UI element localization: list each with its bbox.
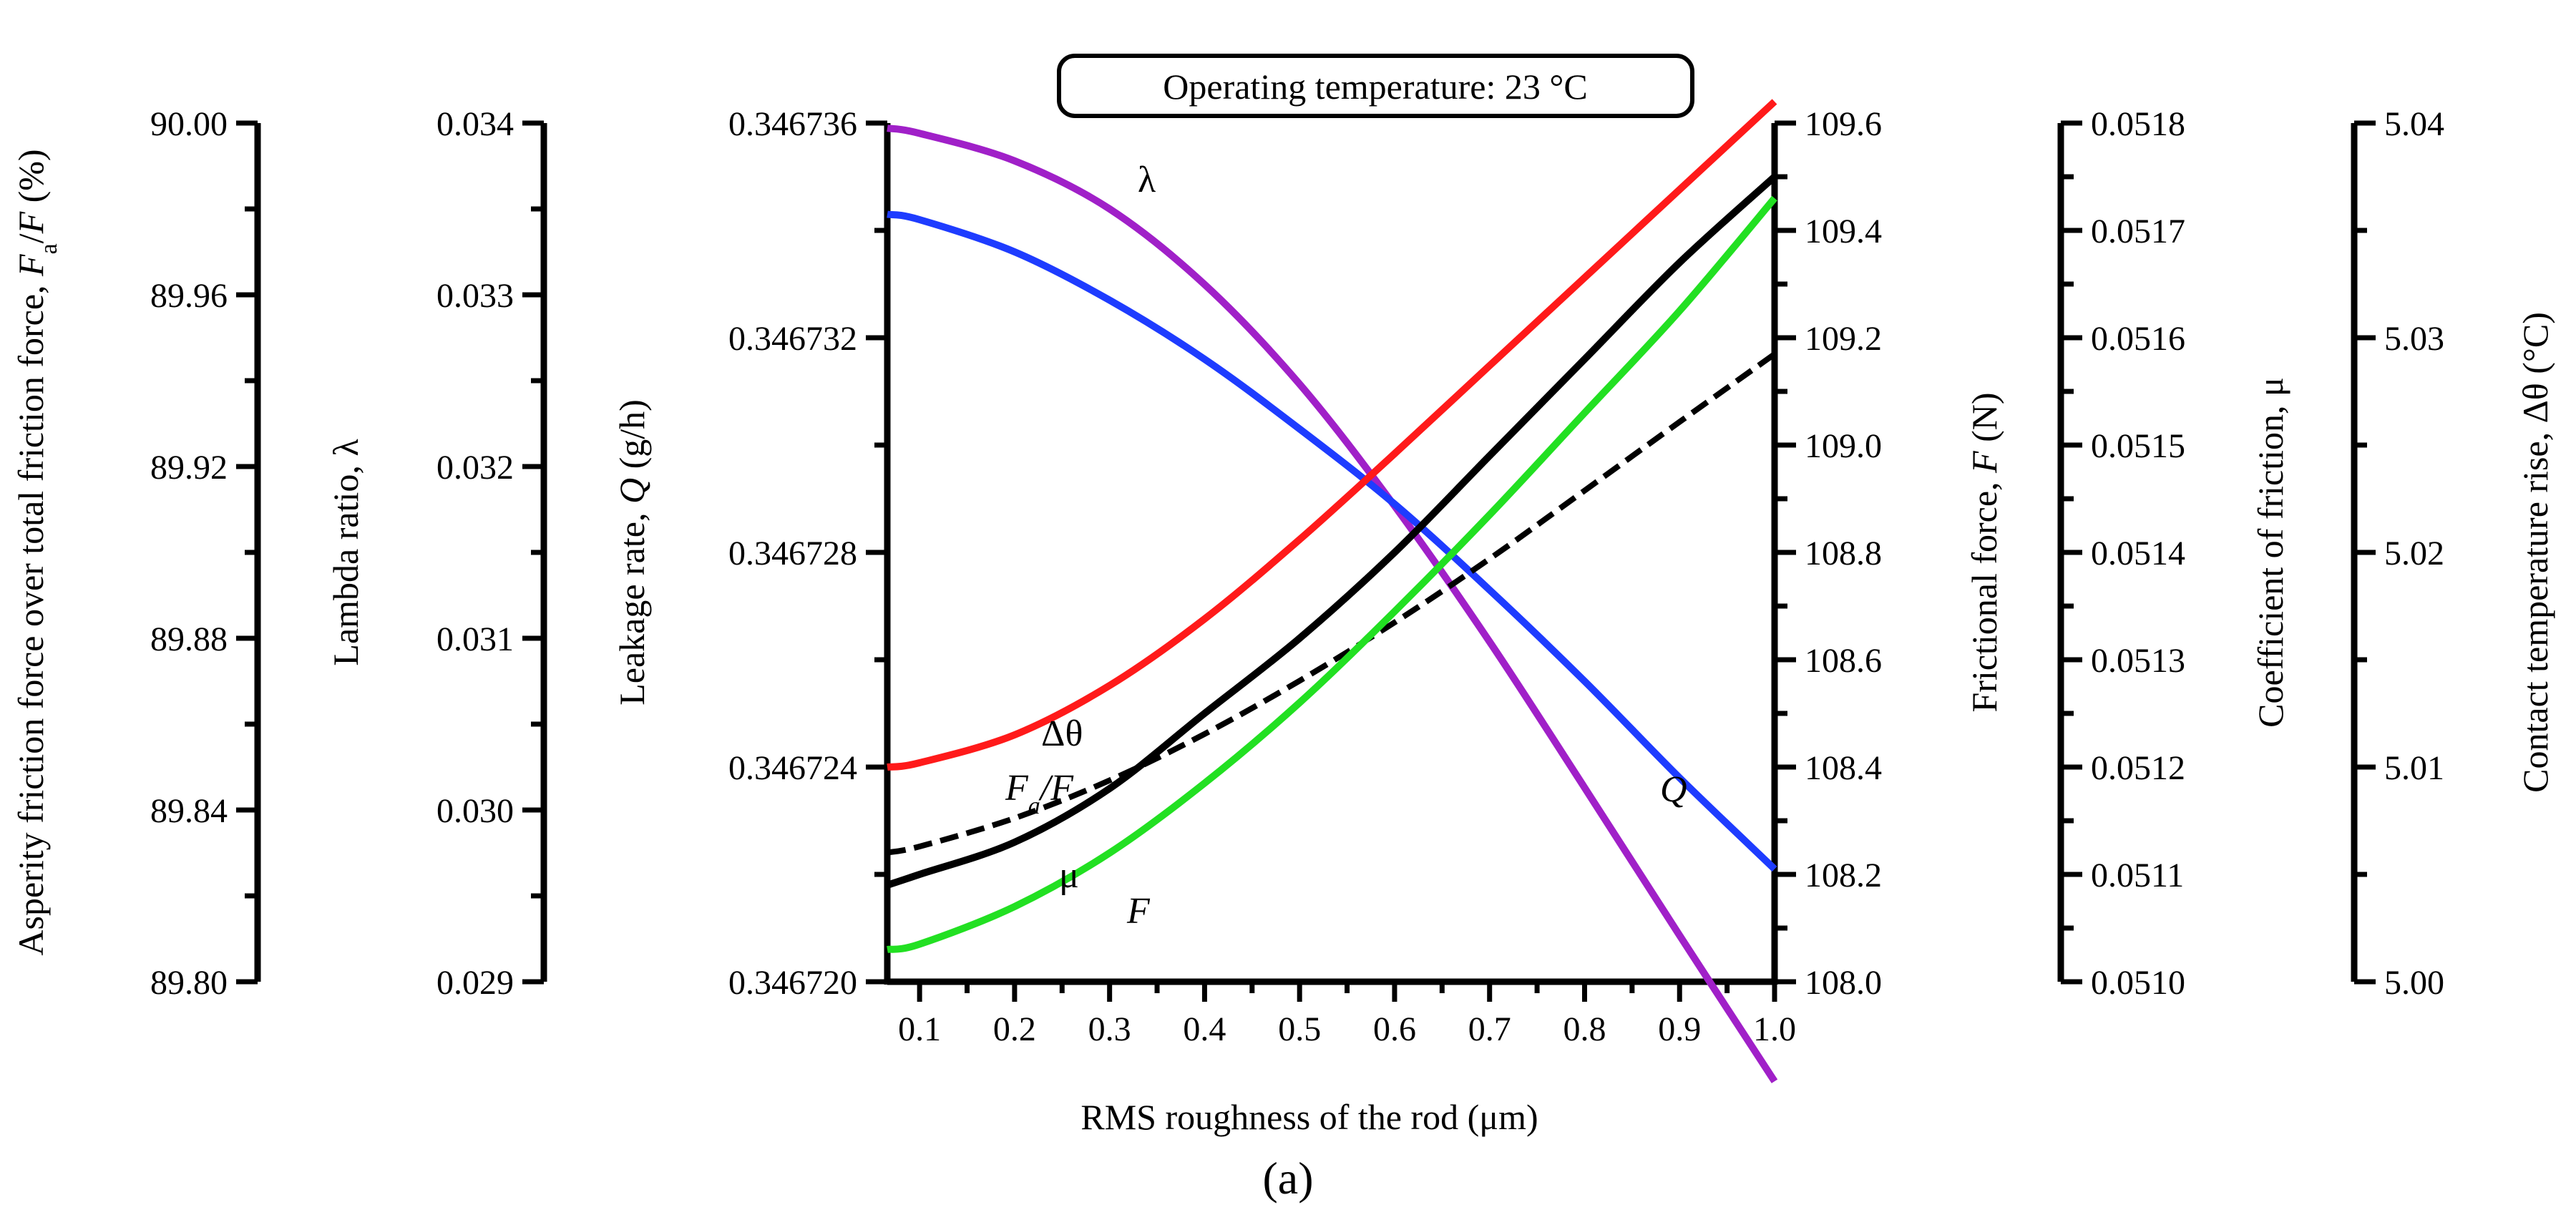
y-tick-label: 5.04 [2384,105,2444,143]
y-axis-title: Contact temperature rise, Δθ (°C) [2515,312,2555,793]
y-tick-label: 0.0515 [2091,427,2185,465]
chart-title: Operating temperature: 23 °C [1163,67,1587,107]
y-tick-label: 0.0516 [2091,320,2185,358]
y-tick-label: 0.033 [436,277,514,315]
y-axis-fa_f: 89.80 89.84 89.88 89.92 89.96 90.00 Asperity f… [11,105,261,1002]
y-axis-title: Leakage rate, Q (g/h) [612,399,652,706]
y-tick-label: 89.92 [150,449,228,487]
x-tick-label: 0.6 [1373,1010,1416,1048]
y-axis-lambda: 0.029 0.030 0.031 0.032 0.033 0.034 Lambda rat… [326,105,547,1002]
y-axis-dtheta: 5.00 5.01 5.02 5.03 5.04 Contact temperature … [2351,105,2555,1002]
y-tick-label: 89.80 [150,964,228,1002]
y-axis-title: Frictional force, F (N) [1964,392,2004,712]
annotation-λ: λ [1138,160,1156,200]
y-tick-label: 0.029 [436,964,514,1002]
series-line-mu [886,174,1777,889]
annotation-μ: μ [1059,855,1079,896]
annotation-F: F [1126,891,1151,932]
y-tick-label: 0.0512 [2091,749,2185,787]
y-tick-label: 109.4 [1805,213,1882,250]
y-tick-label: 0.346724 [728,749,857,787]
figure-caption: (a) [1262,1153,1313,1204]
y-tick-label: 0.0517 [2091,213,2185,250]
annotation-Q: Q [1660,769,1687,810]
x-tick-label: 0.4 [1183,1010,1226,1048]
y-tick-label: 108.8 [1805,535,1882,572]
y-tick-label: 108.2 [1805,857,1882,894]
y-tick-label: 5.01 [2384,749,2444,787]
x-tick-label: 0.3 [1088,1010,1131,1048]
y-tick-label: 0.0518 [2091,105,2185,143]
series-line-fa_f [887,351,1777,856]
y-tick-label: 0.0514 [2091,535,2185,572]
series-group [886,99,1778,1083]
series-line-dtheta [887,99,1777,771]
y-tick-label: 109.0 [1805,427,1882,465]
y-tick-label: 109.6 [1805,105,1882,143]
y-tick-label: 109.2 [1805,320,1882,358]
y-tick-label: 5.02 [2384,535,2444,572]
chart-title-box: Operating temperature: 23 °C [1057,54,1694,118]
y-tick-label: 5.03 [2384,320,2444,358]
y-tick-label: 0.346732 [728,320,857,358]
x-tick-label: 0.8 [1563,1010,1606,1048]
annotation-Δθ: Δθ [1041,713,1083,754]
y-tick-label: 0.032 [436,449,514,487]
x-tick-label: 1.0 [1753,1010,1796,1048]
y-tick-label: 90.00 [150,105,228,143]
series-line-Q [887,210,1777,872]
series-line-F [887,195,1777,953]
x-tick-label: 0.7 [1468,1010,1511,1048]
y-axis-title: Asperity friction force over total frict… [11,149,62,955]
y-tick-label: 89.96 [150,277,228,315]
y-axis-Q: 0.346720 0.346724 0.346728 0.346732 0.346736… [612,105,891,1002]
y-tick-label: 0.346736 [728,105,857,143]
x-tick-label: 0.1 [898,1010,941,1048]
y-axis-F: 108.0 108.2 108.4 108.6 108.8 109.0 109.2 109.4… [1771,105,2004,1002]
annotation-Fa/F: Fa/F [1005,768,1074,819]
y-tick-label: 89.84 [150,792,228,830]
x-tick-label: 0.5 [1278,1010,1321,1048]
x-tick-label: 0.2 [993,1010,1036,1048]
y-tick-label: 89.88 [150,620,228,658]
y-tick-label: 0.346728 [728,535,857,572]
y-tick-label: 108.4 [1805,749,1882,787]
x-tick-label: 0.9 [1658,1010,1701,1048]
y-tick-label: 108.6 [1805,642,1882,680]
y-tick-label: 5.00 [2384,964,2444,1002]
y-tick-label: 0.0511 [2091,857,2184,894]
y-axes: 89.80 89.84 89.88 89.92 89.96 90.00 Asperity f… [11,105,2555,1002]
y-tick-label: 108.0 [1805,964,1882,1002]
y-tick-label: 0.030 [436,792,514,830]
chart-title-frame [1057,54,1694,118]
series-line-lambda [887,125,1778,1083]
y-tick-label: 0.0513 [2091,642,2185,680]
x-axis: 0.1 0.2 0.3 0.4 0.5 0.6 0.7 0.8 0.9 1.0 [887,978,1796,1048]
y-tick-label: 0.0510 [2091,964,2185,1002]
y-tick-label: 0.031 [436,620,514,658]
y-tick-label: 0.346720 [728,964,857,1002]
y-axis-mu: 0.0510 0.0511 0.0512 0.0513 0.0514 0.0515 0.05… [2057,105,2290,1002]
annotations: λ Q Δθ Fa/F μ F [1005,160,1687,932]
y-axis-title: Lambda ratio, λ [326,439,366,665]
y-tick-label: 0.034 [436,105,514,143]
x-axis-title: RMS roughness of the rod (μm) [1080,1097,1538,1137]
y-axis-title: Coefficient of friction, μ [2250,377,2290,728]
